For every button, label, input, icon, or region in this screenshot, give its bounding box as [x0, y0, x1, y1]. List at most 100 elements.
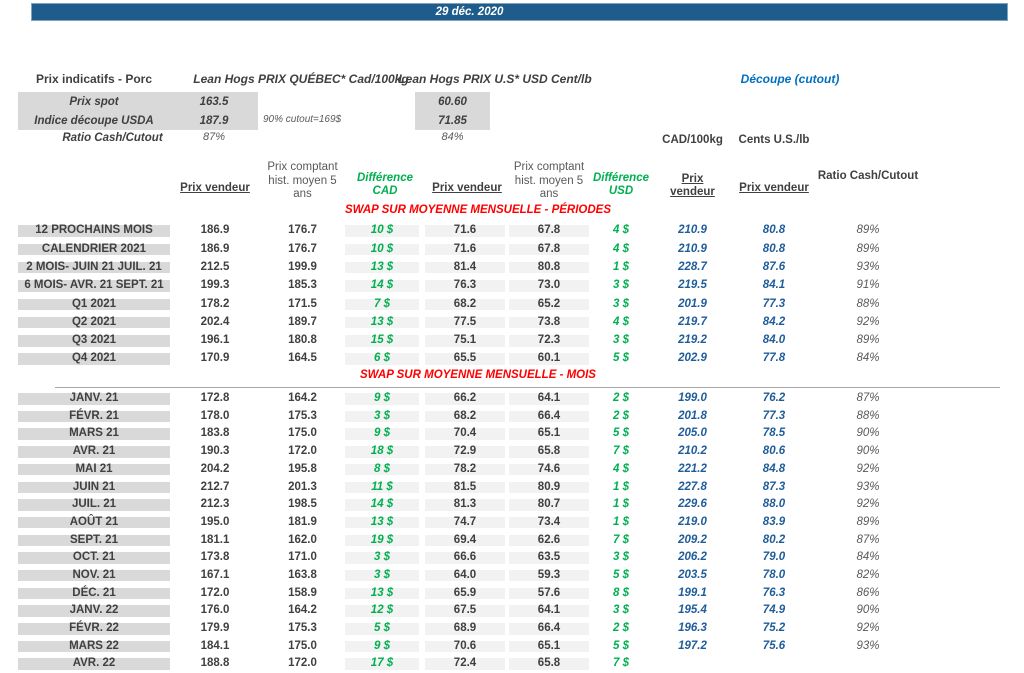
- cell-cutout-prix-vendeur-cad: 219.5: [678, 279, 707, 292]
- table-row: AOÛT 21 195.0 181.9 13 $ 74.7 73.4 1 $ 2…: [18, 514, 920, 532]
- row-label: NOV. 21: [18, 569, 170, 582]
- cell-difference-usd: 3 $: [613, 334, 629, 347]
- cell-cutout-prix-vendeur-usd: 75.2: [762, 622, 786, 635]
- cell-prix-vendeur-usd: 81.4: [425, 261, 509, 274]
- cell-prix-comptant-cad: 175.3: [288, 622, 317, 635]
- cell-prix-vendeur-cad: 179.9: [200, 622, 230, 635]
- row-label: AOÛT 21: [18, 516, 170, 529]
- cell-cutout-prix-vendeur-cad: 202.9: [678, 352, 707, 365]
- cell-difference-cad: 13 $: [345, 587, 425, 600]
- cell-cutout-prix-vendeur-cad: 197.2: [678, 639, 707, 652]
- table-row: CALENDRIER 2021 186.9 176.7 10 $ 71.6 67…: [18, 240, 920, 258]
- cell-prix-comptant-cad: 176.7: [288, 224, 317, 237]
- table-row: AVR. 22 188.8 172.0 17 $ 72.4 65.8 7 $: [18, 655, 920, 673]
- periods-table: 12 PROCHAINS MOIS 186.9 176.7 10 $ 71.6 …: [18, 222, 920, 368]
- cell-cutout-prix-vendeur-cad: 227.8: [678, 480, 707, 493]
- cell-cutout-prix-vendeur-usd: 74.9: [762, 604, 786, 617]
- cell-difference-usd: 7 $: [613, 445, 629, 458]
- spot-price-cad: 163.5: [199, 95, 229, 108]
- row-label: FÉVR. 21: [18, 410, 170, 423]
- usda-cutout-label: Indice découpe USDA: [34, 114, 154, 127]
- cell-ratio-cash-cutout: 92%: [856, 622, 880, 635]
- cell-difference-cad: 17 $: [345, 658, 425, 670]
- cell-prix-vendeur-usd: 72.9: [425, 446, 509, 458]
- cell-cutout-prix-vendeur-usd: 78.5: [762, 427, 786, 440]
- cell-ratio-cash-cutout: 88%: [856, 297, 880, 310]
- cell-cutout-prix-vendeur-usd: 84.8: [762, 462, 786, 475]
- cell-prix-vendeur-cad: 172.8: [200, 392, 230, 405]
- cell-cutout-prix-vendeur-cad: 199.1: [678, 586, 707, 599]
- row-label: MAI 21: [18, 463, 170, 476]
- cell-difference-cad: 9 $: [345, 428, 425, 440]
- row-label: DÉC. 21: [18, 587, 170, 600]
- table-row: FÉVR. 21 178.0 175.3 3 $ 68.2 66.4 2 $ 2…: [18, 408, 920, 426]
- cell-prix-vendeur-usd: 75.1: [425, 335, 509, 347]
- cell-prix-comptant-cad: 189.7: [288, 315, 317, 328]
- cell-prix-vendeur-cad: 188.8: [200, 657, 230, 670]
- cell-difference-usd: 2 $: [613, 409, 629, 422]
- cell-prix-vendeur-usd: 70.6: [425, 640, 509, 653]
- table-row: Q4 2021 170.9 164.5 6 $ 65.5 60.1 5 $ 20…: [18, 350, 920, 368]
- cell-prix-comptant-cad: 195.8: [288, 462, 317, 475]
- cell-cutout-prix-vendeur-usd: 77.3: [762, 409, 786, 422]
- cell-cutout-prix-vendeur-usd: 80.2: [762, 533, 786, 546]
- table-row: JANV. 21 172.8 164.2 9 $ 66.2 64.1 2 $ 1…: [18, 390, 920, 408]
- cell-difference-usd: 7 $: [613, 657, 629, 670]
- cell-prix-comptant-cad: 164.2: [288, 392, 317, 405]
- cell-cutout-prix-vendeur-usd: 87.3: [762, 480, 786, 493]
- cell-difference-usd: 5 $: [613, 352, 629, 365]
- cell-prix-vendeur-cad: 178.0: [200, 409, 230, 422]
- cell-ratio-cash-cutout: 89%: [856, 515, 880, 528]
- cell-prix-vendeur-usd: 68.2: [425, 298, 509, 311]
- cell-cutout-prix-vendeur-cad: 199.0: [678, 392, 707, 405]
- column-header-prix-vendeur-usd: Prix vendeur: [432, 182, 502, 195]
- cell-difference-cad: 14 $: [345, 499, 425, 511]
- cell-difference-usd: 1 $: [613, 515, 629, 528]
- cell-difference-cad: 3 $: [345, 410, 425, 423]
- table-row: Q1 2021 178.2 171.5 7 $ 68.2 65.2 3 $ 20…: [18, 295, 920, 313]
- cell-cutout-prix-vendeur-usd: 80.6: [762, 445, 786, 458]
- cell-prix-comptant-cad: 164.2: [288, 604, 317, 617]
- spot-price-row: Prix spot 163.5: [18, 92, 258, 111]
- usda-cutout-row: Indice découpe USDA 187.9: [18, 111, 258, 130]
- cell-difference-cad: 10 $: [345, 225, 425, 237]
- cell-prix-comptant-usd: 66.4: [509, 410, 589, 423]
- cell-cutout-prix-vendeur-cad: 205.0: [678, 427, 707, 440]
- cell-prix-vendeur-cad: 173.8: [200, 551, 230, 564]
- row-label: JUIL. 21: [18, 499, 170, 511]
- ratio-cash-cutout-cad: 87%: [202, 131, 226, 143]
- row-label: JANV. 21: [18, 393, 170, 405]
- cell-prix-vendeur-cad: 195.0: [200, 515, 230, 528]
- cell-prix-vendeur-cad: 170.9: [200, 352, 230, 365]
- ratio-cash-cutout-us: 84%: [441, 131, 464, 143]
- cell-prix-comptant-usd: 74.6: [509, 463, 589, 476]
- page-title: Prix indicatifs - Porc: [35, 72, 153, 86]
- section-banner-mois: SWAP SUR MOYENNE MENSUELLE - MOIS: [360, 369, 596, 381]
- cell-prix-vendeur-cad: 176.0: [200, 604, 230, 617]
- cell-ratio-cash-cutout: 92%: [856, 315, 880, 328]
- cell-prix-vendeur-usd: 81.5: [425, 481, 509, 494]
- cell-prix-vendeur-cad: 212.3: [200, 498, 230, 511]
- cell-ratio-cash-cutout: 88%: [856, 409, 880, 422]
- cell-cutout-prix-vendeur-usd: 87.6: [762, 260, 786, 273]
- cell-prix-vendeur-cad: 190.3: [200, 445, 230, 458]
- cell-difference-cad: 13 $: [345, 261, 425, 274]
- us-price-title: Lean Hogs PRIX U.S* USD Cent/lb: [398, 72, 592, 86]
- cell-cutout-prix-vendeur-usd: 80.8: [762, 224, 786, 237]
- cell-prix-vendeur-usd: 76.3: [425, 280, 509, 292]
- cell-prix-comptant-cad: 201.3: [288, 480, 317, 493]
- cell-prix-vendeur-usd: 69.4: [425, 534, 509, 547]
- cell-prix-vendeur-cad: 181.1: [200, 533, 230, 546]
- cell-ratio-cash-cutout: 89%: [856, 334, 880, 347]
- cell-prix-vendeur-usd: 72.4: [425, 658, 509, 670]
- cutout-section-title: Découpe (cutout): [740, 72, 840, 86]
- cell-prix-comptant-usd: 66.4: [509, 623, 589, 635]
- cell-ratio-cash-cutout: 82%: [856, 568, 880, 581]
- table-row: OCT. 21 173.8 171.0 3 $ 66.6 63.5 3 $ 20…: [18, 549, 920, 567]
- cutout-unit-cad-header: CAD/100kg: [662, 134, 723, 146]
- cell-prix-vendeur-cad: 212.5: [200, 260, 230, 273]
- cell-prix-comptant-usd: 57.6: [509, 587, 589, 600]
- column-header-cutout-prix-vendeur-usd: Prix vendeur: [739, 182, 809, 195]
- cell-ratio-cash-cutout: 87%: [856, 392, 880, 405]
- cell-prix-vendeur-usd: 68.9: [425, 623, 509, 635]
